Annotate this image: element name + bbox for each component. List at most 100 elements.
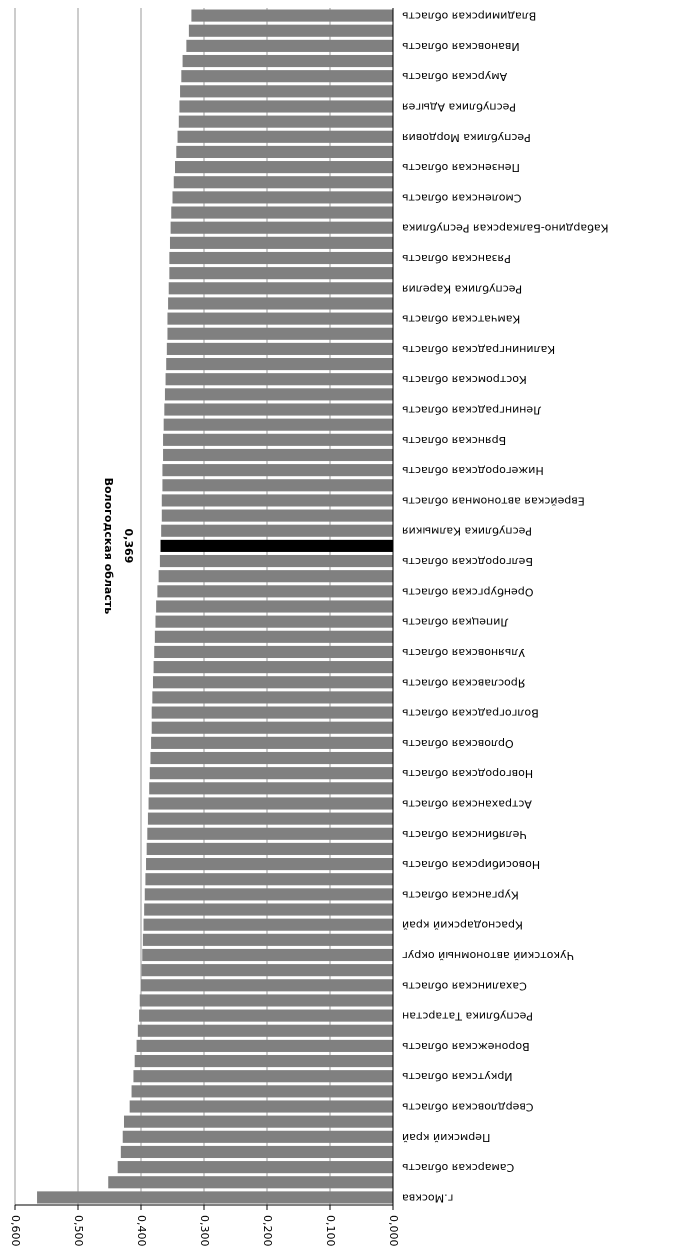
bar [147,812,393,825]
category-label: г.Москва [402,1191,453,1204]
bar [149,767,393,780]
bar [169,251,393,265]
bar [150,751,393,765]
category-label: Челябинская область [402,828,527,841]
bar [164,403,393,416]
bar [142,948,393,962]
category-label: Ульяновская область [402,646,525,659]
bar [141,964,393,977]
bar [144,903,393,916]
bar [161,509,393,522]
bar [151,721,393,734]
x-tick-label: 0,500 [72,1215,85,1247]
bar [129,1100,393,1113]
category-label: Еврейская автономная область [402,494,585,507]
bar [153,661,393,674]
category-label: Краснодарский край [402,919,523,932]
bar [172,191,393,204]
bar [136,1039,393,1052]
bar [131,1085,394,1098]
x-tick-label: 0,400 [135,1215,148,1247]
value-label: 0,369 [122,528,135,563]
bar [161,524,393,537]
category-label: Самарская область [402,1161,514,1174]
category-label: Пермский край [402,1131,490,1144]
bar [163,433,393,446]
bar [122,1130,393,1143]
x-tick-label: 0,300 [198,1215,211,1247]
bar [133,1070,393,1083]
bar [117,1161,393,1174]
category-label: Орловская область [402,737,514,750]
category-label: Новосибирская область [402,858,540,871]
bar [180,85,393,98]
bar [145,873,393,886]
bar [182,54,393,68]
category-label: Ленинградская область [402,404,541,417]
category-label: Волгоградская область [402,707,539,720]
x-tick-label: 0,000 [387,1215,400,1247]
bar [149,782,393,795]
bar [159,554,393,568]
bar [186,39,393,52]
x-tick-label: 0,600 [9,1215,22,1247]
x-tick-label: 0,200 [261,1215,274,1247]
category-label: Курганская область [402,888,519,901]
bar [120,1145,393,1159]
bar [151,736,393,749]
bar [156,600,393,613]
bar [134,1054,393,1068]
bar [163,448,393,462]
bar [167,327,393,340]
category-label: Нижегородская область [402,464,544,477]
bar [191,9,393,22]
category-label: Сахалинская область [402,979,527,992]
bar [170,221,393,234]
bar [173,176,393,189]
x-tick-label: 0,100 [324,1215,337,1247]
bar [152,676,393,689]
bar [151,706,393,719]
bar [137,1024,393,1037]
bar [166,342,393,355]
bar [37,1191,394,1204]
bar [108,1176,394,1189]
bar [143,918,393,931]
bar [166,358,393,371]
category-label: Иркутская область [402,1070,513,1083]
bar [141,979,393,992]
category-label: Чукотский автономный округ [402,949,574,962]
bar [146,858,393,871]
annotation: Вологодская область [102,478,115,615]
bar [167,312,393,325]
bar [169,236,393,249]
bar [154,630,393,643]
category-label: Костромская область [402,373,527,386]
category-label: Республика Калмыкия [402,525,532,538]
category-label: Кабардино-Балкарская Республика [402,222,608,235]
category-label: Владимирская область [402,10,536,23]
bar [152,691,393,704]
category-label: Новгородская область [402,767,533,780]
bar [162,479,393,492]
bar [144,888,393,901]
category-label: Республика Мордовия [402,131,531,144]
bar [142,933,393,946]
category-label: Калининградская область [402,343,555,356]
category-label: Республика Карелия [402,282,522,295]
category-label: Камчатская область [402,313,520,326]
bar [163,418,393,431]
bar [147,827,393,840]
category-label: Рязанская область [402,252,511,265]
bar [123,1115,394,1128]
bar [178,115,393,128]
category-label: Воронежская область [402,1040,530,1053]
bar [176,145,393,159]
category-label: Астраханская область [402,797,532,810]
bar [179,100,393,113]
category-label: Ивановская область [402,40,520,53]
bar [175,161,393,174]
bar [154,645,393,659]
category-label: Ярославская область [402,676,525,689]
